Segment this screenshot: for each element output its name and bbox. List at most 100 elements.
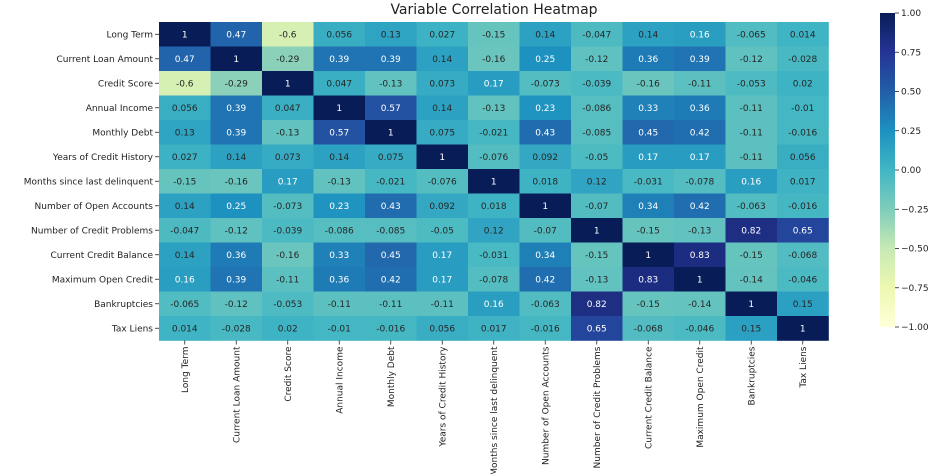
heatmap-cell [210,242,263,268]
column-label: Bankruptcies [747,346,757,405]
colorbar: 1.00 0.75 0.50 0.25 0.00 −0.25 −0.50 −0.75 −1.00 [880,9,929,333]
heatmap-cell [674,242,726,268]
cell-value-label: -0.046 [685,324,714,334]
heatmap-cell [519,242,572,268]
cell-value-label: 0.14 [432,104,452,114]
cell-value-label: 1 [285,79,291,89]
heatmap-cell [365,22,417,47]
heatmap-cell [159,144,211,170]
cell-value-label: 0.017 [790,177,816,187]
cell-value-label: 0.17 [278,177,298,187]
heatmap-cell [262,291,314,317]
heatmap-cell [777,316,829,341]
heatmap-cell [674,316,726,341]
cell-value-label: -0.11 [688,79,711,89]
colorbar-tick-label: −0.75 [901,284,929,294]
cell-value-label: 0.018 [481,202,507,212]
cell-value-label: -0.16 [225,177,249,187]
heatmap-cell [622,193,675,219]
heatmap-cell [313,95,366,121]
heatmap-cell [571,242,623,268]
heatmap-cell [571,71,623,96]
cell-value-label: 0.42 [535,275,555,285]
heatmap-cell [571,144,623,170]
heatmap-cell [725,46,778,72]
heatmap-cell [468,22,520,47]
heatmap-cell [622,218,675,243]
cell-value-label: -0.046 [788,275,817,285]
heatmap-cell [416,291,469,317]
heatmap-cell [519,71,572,96]
heatmap-cell [210,95,263,121]
heatmap-cell [519,95,572,121]
column-label: Current Loan Amount [232,346,242,443]
heatmap-cell [777,267,829,292]
heatmap-cell [519,46,572,72]
heatmap-cell [674,291,726,317]
heatmap-cell [416,242,469,268]
cell-value-label: 0.42 [690,128,710,138]
heatmap-cell [313,144,366,170]
cell-value-label: 0.25 [226,202,246,212]
heatmap-cell [622,242,675,268]
cell-value-label: 0.056 [429,324,455,334]
cell-value-label: 0.16 [690,30,710,40]
cell-value-label: -0.13 [585,275,608,285]
cell-value-label: 1 [182,30,188,40]
cell-value-label: -0.11 [328,300,351,310]
cell-value-label: -0.15 [173,177,196,187]
heatmap-cell [777,242,829,268]
heatmap-cell [725,242,778,268]
cell-value-label: 1 [491,177,497,187]
cell-value-label: -0.11 [740,128,763,138]
row-label: Annual Income [86,104,154,114]
cell-value-label: -0.076 [479,153,508,163]
cell-value-label: -0.068 [634,324,663,334]
cell-value-label: 0.39 [226,104,246,114]
cell-value-label: -0.11 [740,153,763,163]
heatmap-cell [262,71,314,96]
heatmap-cell [468,144,520,170]
cell-value-label: 1 [645,251,651,261]
heatmap-cell [313,242,366,268]
row-label: Long Term [107,30,153,40]
cell-value-label: -0.076 [428,177,457,187]
heatmap-cell [365,95,417,121]
cell-value-label: 0.14 [535,30,555,40]
heatmap-cell [159,267,211,292]
cell-value-label: 0.16 [175,275,195,285]
cell-value-label: 0.02 [278,324,298,334]
cell-value-label: 0.36 [226,251,246,261]
cell-value-label: 0.092 [532,153,558,163]
cell-value-label: 0.027 [172,153,198,163]
colorbar-tick-label: 1.00 [901,9,921,19]
heatmap-cell [777,193,829,219]
heatmap-cell [519,218,572,243]
heatmap-cell [674,267,726,292]
heatmap-cell [262,120,314,145]
cell-value-label: -0.039 [273,226,302,236]
heatmap-cell [725,95,778,121]
cell-value-label: -0.15 [585,251,608,261]
cell-value-label: 0.014 [172,324,198,334]
heatmap-cell [571,46,623,72]
heatmap-cell [571,120,623,145]
cell-value-label: 1 [594,226,600,236]
cell-value-label: -0.07 [585,202,608,212]
heatmap-cell [468,120,520,145]
heatmap-cell [622,71,675,96]
cell-value-label: 0.36 [329,275,349,285]
heatmap-cells [159,22,829,341]
cell-value-label: -0.13 [688,226,711,236]
heatmap-cell [519,316,572,341]
cell-value-label: 0.073 [275,153,301,163]
cell-value-label: -0.15 [482,30,505,40]
cell-value-label: -0.05 [431,226,454,236]
heatmap-cell [313,218,366,243]
cell-value-label: -0.13 [328,177,351,187]
heatmap-cell [468,242,520,268]
heatmap-cell [313,22,366,47]
heatmap-cell [519,193,572,219]
cell-value-label: 0.39 [226,128,246,138]
row-label: Bankruptcies [94,300,153,310]
